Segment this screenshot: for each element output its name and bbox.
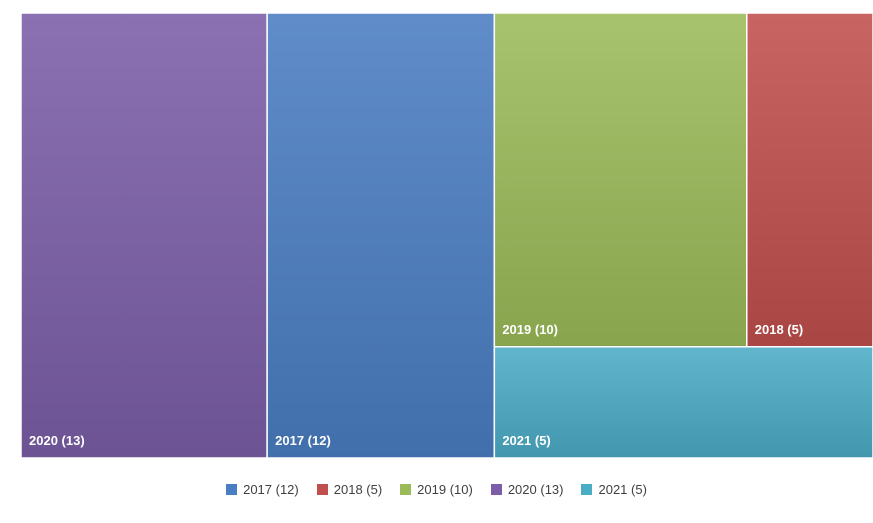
legend-label: 2018 (5) bbox=[333, 482, 383, 497]
treemap-tile-2018 bbox=[746, 12, 873, 348]
tile-2017: 2017 (12) bbox=[266, 12, 496, 459]
legend-label: 2019 (10) bbox=[417, 482, 473, 497]
legend-swatch bbox=[581, 484, 593, 495]
tile-2021: 2021 (5) bbox=[493, 346, 873, 459]
treemap-tile-2017 bbox=[266, 12, 496, 459]
legend-swatch bbox=[226, 484, 238, 495]
treemap-tile-2020 bbox=[20, 12, 268, 459]
tile-label-2017: 2017 (12) bbox=[275, 433, 331, 448]
treemap-tile-2021 bbox=[493, 346, 873, 459]
tile-label-2018: 2018 (5) bbox=[755, 322, 803, 337]
legend-swatch bbox=[400, 484, 412, 495]
legend-swatch bbox=[490, 484, 502, 495]
treemap-tile-2019 bbox=[493, 12, 748, 348]
legend-item: 2018 (5) bbox=[316, 482, 383, 497]
tile-label-2020: 2020 (13) bbox=[29, 433, 85, 448]
legend-label: 2021 (5) bbox=[598, 482, 647, 497]
legend-item: 2020 (13) bbox=[490, 482, 564, 497]
legend-label: 2020 (13) bbox=[507, 482, 564, 497]
legend-item: 2019 (10) bbox=[400, 482, 473, 497]
tile-label-2021: 2021 (5) bbox=[502, 433, 550, 448]
tile-2020: 2020 (13) bbox=[20, 12, 268, 459]
legend-swatch bbox=[316, 484, 328, 495]
legend-item: 2017 (12) bbox=[226, 482, 299, 497]
tile-label-2019: 2019 (10) bbox=[502, 322, 558, 337]
treemap-plot: 2020 (13) 2017 (12) 2019 (10) 2018 (5) 2021 … bbox=[20, 12, 873, 459]
tile-2019: 2019 (10) bbox=[493, 12, 748, 348]
legend-item: 2021 (5) bbox=[581, 482, 647, 497]
tile-2018: 2018 (5) bbox=[746, 12, 873, 348]
legend-label: 2017 (12) bbox=[243, 482, 299, 497]
chart-legend: 2017 (12) 2018 (5) 2019 (10) 2020 (13) 2021 … bbox=[0, 482, 873, 497]
